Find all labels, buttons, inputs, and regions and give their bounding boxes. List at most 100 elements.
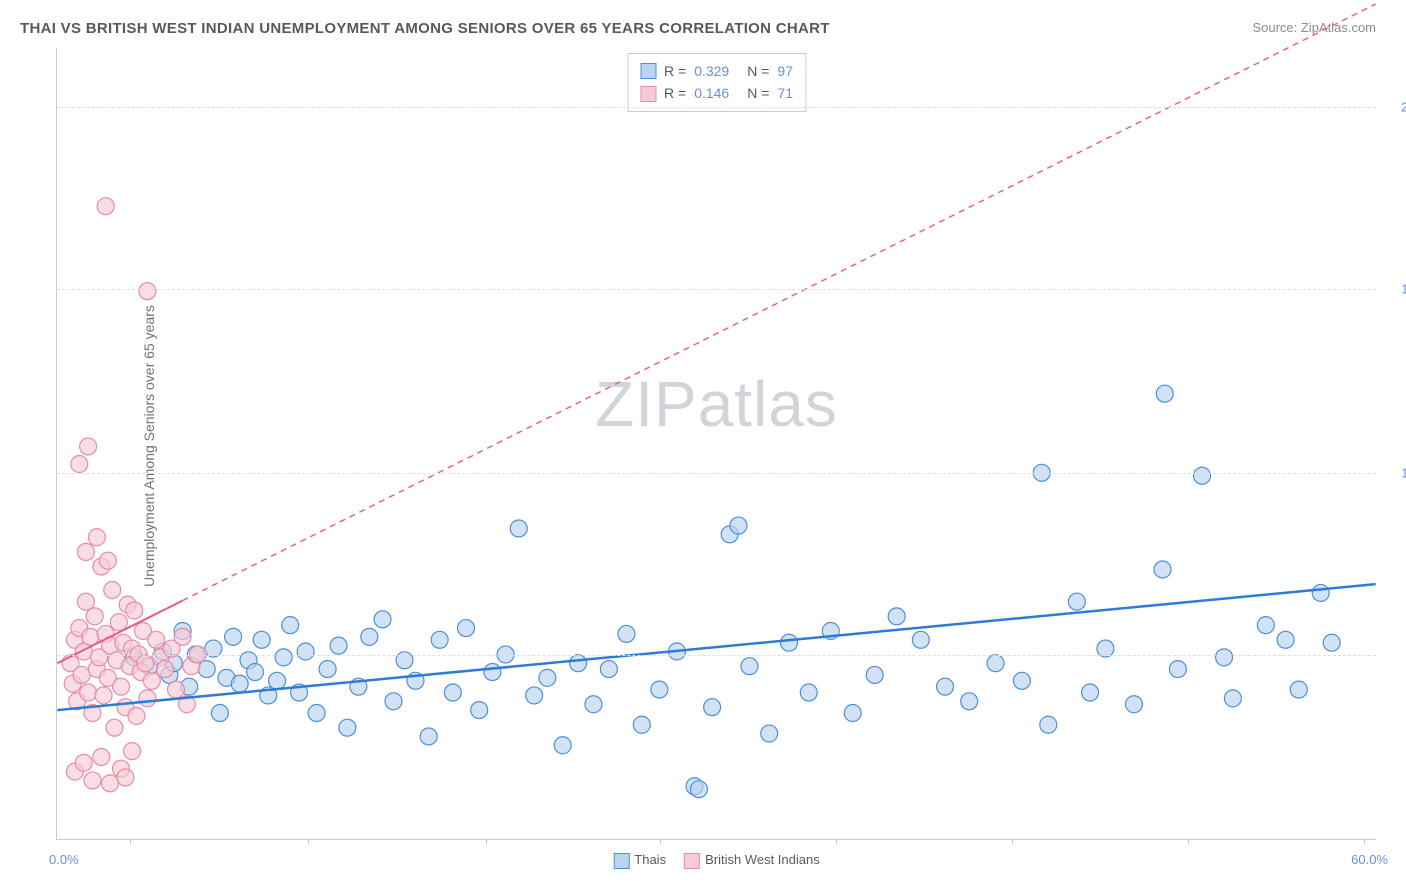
- data-point: [987, 655, 1004, 672]
- x-tick: [130, 839, 131, 845]
- data-point: [157, 661, 174, 678]
- trend-line-solid: [57, 584, 1375, 710]
- data-point: [844, 705, 861, 722]
- legend-n-label: N =: [747, 82, 769, 104]
- x-tick: [660, 839, 661, 845]
- data-point: [339, 719, 356, 736]
- data-point: [1154, 561, 1171, 578]
- gridline: [57, 289, 1376, 290]
- data-point: [247, 664, 264, 681]
- data-point: [961, 693, 978, 710]
- y-tick-label: 25.0%: [1383, 99, 1406, 114]
- data-point: [1194, 467, 1211, 484]
- chart-plot-area: ZIPatlas R =0.329N =97R =0.146N =71 0.0%…: [56, 48, 1376, 840]
- data-point: [651, 681, 668, 698]
- legend-n-value: 97: [777, 60, 793, 82]
- data-point: [84, 772, 101, 789]
- data-point: [458, 620, 475, 637]
- data-point: [1323, 634, 1340, 651]
- data-point: [539, 669, 556, 686]
- data-point: [99, 552, 116, 569]
- x-axis-max-label: 60.0%: [1351, 852, 1388, 867]
- legend-label: Thais: [634, 852, 666, 867]
- series-legend: Thais British West Indians: [613, 852, 819, 869]
- y-tick-label: 12.5%: [1383, 466, 1406, 481]
- data-point: [781, 634, 798, 651]
- data-point: [269, 672, 286, 689]
- data-point: [1169, 661, 1186, 678]
- legend-item: Thais: [613, 852, 666, 869]
- data-point: [95, 687, 112, 704]
- legend-r-value: 0.146: [694, 82, 729, 104]
- data-point: [385, 693, 402, 710]
- data-point: [113, 678, 130, 695]
- data-point: [86, 608, 103, 625]
- data-point: [77, 543, 94, 560]
- data-point: [211, 705, 228, 722]
- chart-title: THAI VS BRITISH WEST INDIAN UNEMPLOYMENT…: [20, 20, 830, 37]
- data-point: [420, 728, 437, 745]
- data-point: [937, 678, 954, 695]
- legend-r-label: R =: [664, 60, 686, 82]
- legend-label: British West Indians: [705, 852, 820, 867]
- data-point: [198, 661, 215, 678]
- data-point: [888, 608, 905, 625]
- data-point: [139, 690, 156, 707]
- data-point: [275, 649, 292, 666]
- x-axis-min-label: 0.0%: [49, 852, 79, 867]
- data-point: [526, 687, 543, 704]
- data-point: [585, 696, 602, 713]
- data-point: [741, 658, 758, 675]
- data-point: [554, 737, 571, 754]
- data-point: [1156, 385, 1173, 402]
- data-point: [137, 655, 154, 672]
- gridline: [57, 107, 1376, 108]
- data-point: [1068, 593, 1085, 610]
- gridline: [57, 473, 1376, 474]
- data-point: [97, 198, 114, 215]
- data-point: [80, 684, 97, 701]
- x-tick: [486, 839, 487, 845]
- data-point: [93, 748, 110, 765]
- data-point: [1257, 617, 1274, 634]
- x-tick: [1012, 839, 1013, 845]
- data-point: [231, 675, 248, 692]
- data-point: [330, 637, 347, 654]
- legend-swatch: [613, 853, 629, 869]
- data-point: [1277, 631, 1294, 648]
- data-point: [510, 520, 527, 537]
- data-point: [1040, 716, 1057, 733]
- data-point: [431, 631, 448, 648]
- gridline: [57, 655, 1376, 656]
- data-point: [361, 628, 378, 645]
- data-point: [225, 628, 242, 645]
- scatter-svg: [57, 48, 1376, 839]
- data-point: [88, 529, 105, 546]
- data-point: [143, 672, 160, 689]
- data-point: [148, 631, 165, 648]
- x-tick: [1364, 839, 1365, 845]
- data-point: [1224, 690, 1241, 707]
- data-point: [484, 664, 501, 681]
- data-point: [77, 593, 94, 610]
- data-point: [1290, 681, 1307, 698]
- data-point: [75, 754, 92, 771]
- correlation-legend: R =0.329N =97R =0.146N =71: [627, 53, 806, 112]
- data-point: [282, 617, 299, 634]
- data-point: [1082, 684, 1099, 701]
- data-point: [471, 702, 488, 719]
- data-point: [102, 775, 119, 792]
- data-point: [106, 719, 123, 736]
- data-point: [800, 684, 817, 701]
- data-point: [633, 716, 650, 733]
- data-point: [297, 643, 314, 660]
- data-point: [1013, 672, 1030, 689]
- y-tick-label: 18.8%: [1383, 281, 1406, 296]
- legend-r-label: R =: [664, 82, 686, 104]
- data-point: [690, 781, 707, 798]
- data-point: [308, 705, 325, 722]
- legend-swatch: [640, 63, 656, 79]
- data-point: [704, 699, 721, 716]
- data-point: [110, 614, 127, 631]
- legend-row: R =0.329N =97: [640, 60, 793, 82]
